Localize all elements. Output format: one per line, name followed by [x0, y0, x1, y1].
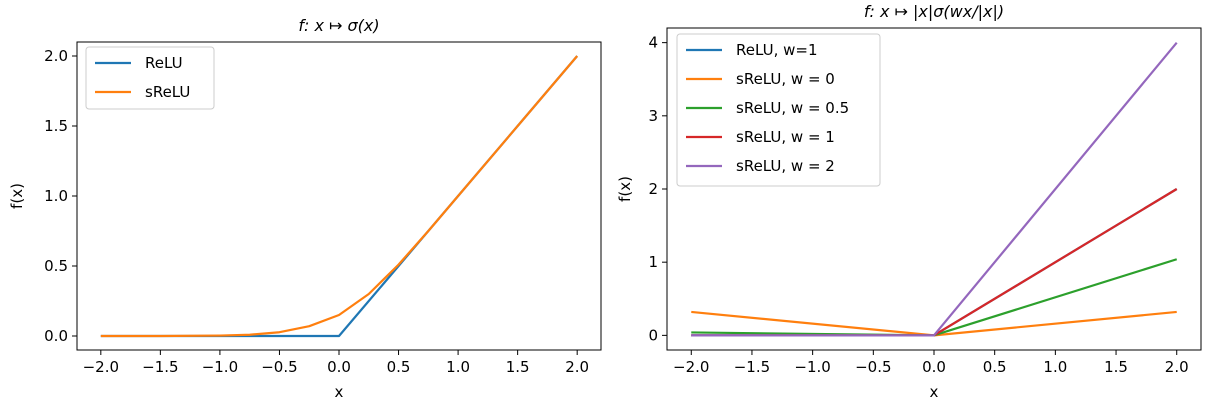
- chart-2: −2.0 −1.5 −1.0 −0.5 0.0 0.5 1.0 1.5 2.0 0 1 2 3 4 x f(x…: [616, 2, 1202, 401]
- chart-1-series-group: [100, 55, 579, 338]
- chart-2-x-tick-label: −2.0: [673, 358, 709, 376]
- chart-2-y-tick-label: 0: [648, 326, 658, 344]
- chart-2-series-line-2: [691, 310, 1177, 337]
- chart-1-x-tick-label: 1.0: [446, 358, 470, 376]
- chart-2-x-axis-label: x: [930, 383, 939, 401]
- chart-1-series-line-2: [100, 55, 579, 338]
- chart-2-legend: ReLU, w=1 sReLU, w = 0 sReLU, w = 0.5 sReLU…: [676, 33, 881, 187]
- chart-1-x-tick-label: 2.0: [565, 358, 589, 376]
- chart-2-x-tick-label: −1.5: [734, 358, 770, 376]
- chart-1-legend: ReLU sReLU: [85, 46, 215, 110]
- chart-2-series-group: [691, 41, 1178, 337]
- chart-1-title: f: x ↦ σ(x): [298, 16, 379, 35]
- chart-1-y-tick-label: 2.0: [44, 47, 68, 65]
- chart-2-title: f: x ↦ |x|σ(wx/|x|): [864, 2, 1004, 21]
- chart-1: −2.0 −1.5 −1.0 −0.5 0.0 0.5 1.0 1.5 2.0 0.0 0.5 1.0…: [8, 16, 602, 401]
- chart-2-legend-label-1: ReLU, w=1: [736, 41, 817, 59]
- chart-2-series-line-4: [691, 188, 1178, 337]
- chart-1-y-axis-label: f(x): [8, 183, 26, 209]
- chart-1-legend-label-2: sReLU: [145, 83, 190, 101]
- chart-1-y-tick-label: 1.0: [44, 187, 68, 205]
- chart-1-x-tick-label: −2.0: [83, 358, 119, 376]
- chart-1-x-tick-label: −0.5: [261, 358, 297, 376]
- chart-1-legend-label-1: ReLU: [145, 54, 183, 72]
- chart-1-x-axis-label: x: [335, 383, 344, 401]
- chart-1-y-tick-label: 0.0: [44, 327, 68, 345]
- chart-2-legend-label-4: sReLU, w = 1: [736, 128, 835, 146]
- chart-1-y-tick-label: 1.5: [44, 117, 68, 135]
- chart-2-legend-label-2: sReLU, w = 0: [736, 70, 835, 88]
- chart-2-y-tick-label: 2: [648, 180, 658, 198]
- chart-2-legend-label-3: sReLU, w = 0.5: [736, 99, 849, 117]
- chart-1-x-tick-label: −1.5: [142, 358, 178, 376]
- chart-2-x-tick-label: 1.0: [1043, 358, 1067, 376]
- chart-1-y-tick-label: 0.5: [44, 257, 68, 275]
- chart-2-x-tick-label: −1.0: [794, 358, 830, 376]
- chart-2-legend-label-5: sReLU, w = 2: [736, 157, 835, 175]
- chart-2-x-tick-label: 0.0: [922, 358, 946, 376]
- chart-1-x-tick-label: 1.5: [506, 358, 530, 376]
- chart-2-legend-box: [676, 33, 881, 187]
- chart-2-series-line-1: [691, 188, 1178, 337]
- chart-1-x-tick-label: 0.5: [387, 358, 411, 376]
- chart-1-x-tick-label: 0.0: [327, 358, 351, 376]
- chart-2-series-line-5: [691, 41, 1178, 337]
- chart-2-y-tick-label: 4: [648, 34, 658, 52]
- chart-1-x-tick-label: −1.0: [202, 358, 238, 376]
- chart-2-x-tick-label: 1.5: [1104, 358, 1128, 376]
- chart-2-y-tick-label: 1: [648, 253, 658, 271]
- chart-2-x-tick-label: −0.5: [855, 358, 891, 376]
- chart-2-series-line-3: [691, 258, 1178, 337]
- chart-2-x-tick-label: 0.5: [983, 358, 1007, 376]
- chart-2-y-axis-label: f(x): [616, 176, 634, 202]
- chart-2-x-tick-label: 2.0: [1165, 358, 1189, 376]
- chart-2-y-tick-label: 3: [648, 107, 658, 125]
